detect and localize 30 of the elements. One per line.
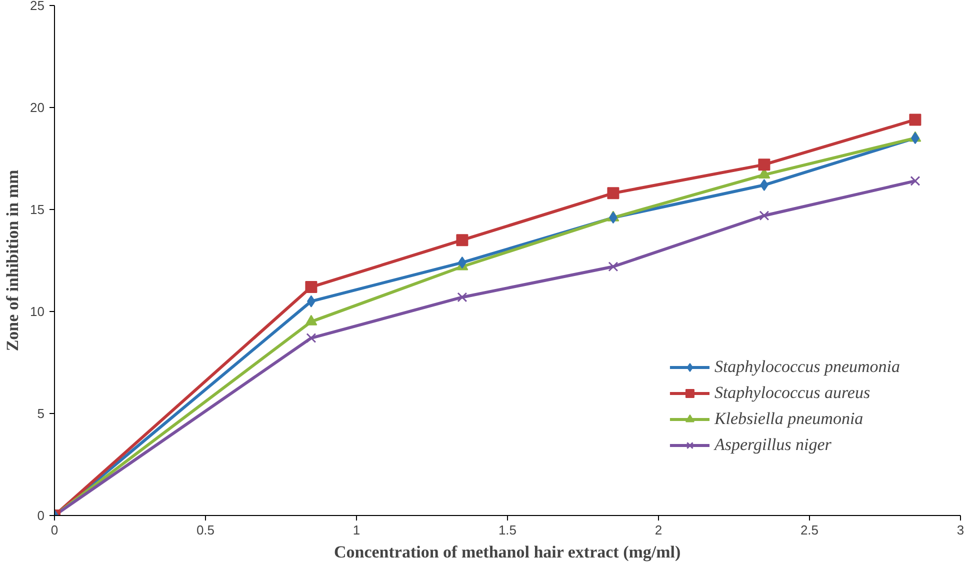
x-tick-label: 0	[50, 522, 58, 538]
x-tick-label: 2.5	[800, 522, 819, 538]
point	[758, 158, 770, 171]
point	[608, 262, 618, 272]
legend-label: Aspergillus niger	[714, 435, 832, 455]
x-tick-label: 1	[352, 522, 360, 538]
point	[607, 187, 620, 200]
point	[305, 281, 318, 294]
legend-label: Staphylococcus pneumonia	[714, 357, 900, 377]
y-tick-label: 10	[30, 304, 45, 319]
point	[306, 333, 316, 344]
x-tick-label: 3	[956, 522, 964, 538]
legend-label: Klebsiella pneumonia	[714, 409, 864, 429]
legend-label: Staphylococcus aureus	[714, 383, 870, 403]
y-tick-label: 20	[30, 100, 45, 115]
point	[910, 176, 920, 186]
y-tick-label: 0	[37, 508, 45, 523]
y-tick-label: 5	[37, 406, 45, 421]
point	[456, 234, 468, 246]
y-tick-label: 15	[30, 202, 45, 217]
x-tick-label: 2	[654, 522, 662, 538]
point	[909, 114, 922, 126]
x-tick-label: 0.5	[196, 522, 215, 538]
point	[759, 210, 770, 221]
y-tick-label: 25	[30, 0, 45, 13]
point	[457, 292, 468, 302]
y-axis-title: Zone of inhibition in mm	[3, 170, 22, 352]
x-axis-title: Concentration of methanol hair extract (mg/ml)	[334, 542, 681, 562]
x-tick-label: 1.5	[498, 522, 517, 538]
point	[305, 314, 318, 326]
